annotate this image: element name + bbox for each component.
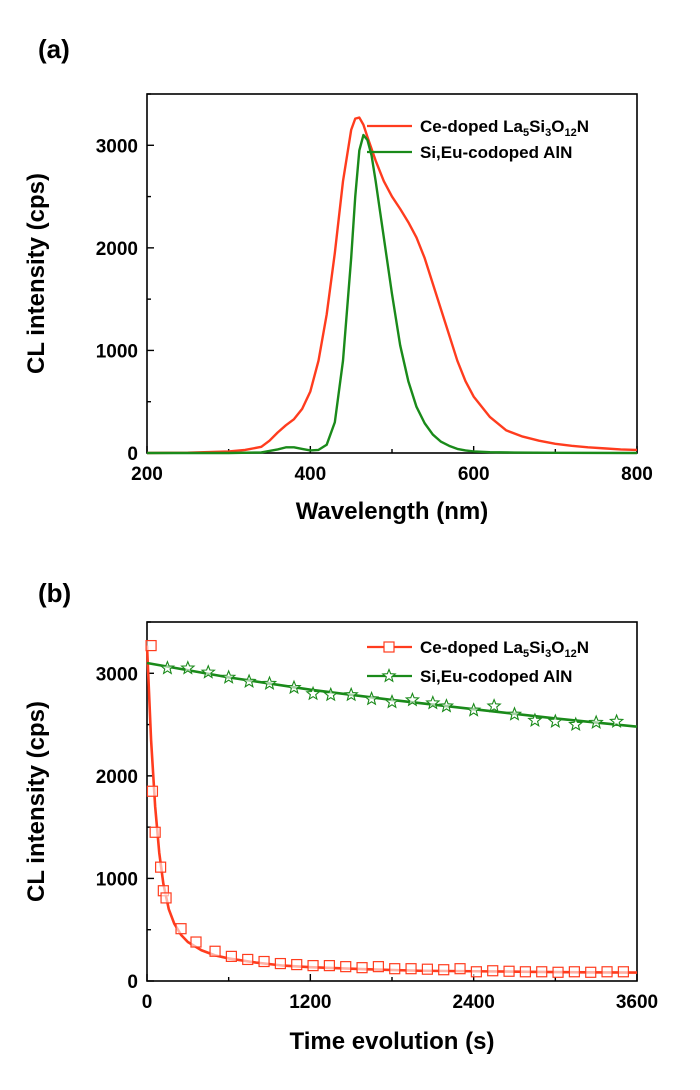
panel-b-point-star xyxy=(608,713,625,728)
panel-a-xlabel: Wavelength (nm) xyxy=(296,498,488,525)
panel-a-ytick-label: 2000 xyxy=(96,239,138,260)
panel-b-point-star xyxy=(323,686,339,702)
panel-b-ylabel: CL intensity (cps) xyxy=(23,701,50,902)
panel-a-ytick-label: 0 xyxy=(127,444,138,465)
panel-b-point-square xyxy=(209,945,221,957)
panel-a-legend: Ce-doped La5Si3O12N Si,Eu-codoped AlN xyxy=(367,117,589,162)
panel-b-point-star xyxy=(343,686,359,702)
panel-b-ytick-label: 0 xyxy=(127,972,138,993)
panel-a-ytick-label: 3000 xyxy=(96,136,138,157)
panel-b-point-star xyxy=(506,706,523,721)
panel-b-point-star xyxy=(568,716,584,732)
panel-b-point-square xyxy=(258,955,270,968)
panel-b-point-square xyxy=(155,861,167,873)
panel-b-point-square xyxy=(536,966,548,978)
panel-b-point-star xyxy=(588,714,604,730)
panel-b-legend-label-aln: Si,Eu-codoped AlN xyxy=(420,667,572,686)
panel-a-label: (a) xyxy=(38,34,70,64)
panel-b-point-square xyxy=(149,826,161,838)
panel-b-ytick-label: 3000 xyxy=(96,664,138,685)
panel-b-point-square xyxy=(454,963,466,975)
panel-b-point-star xyxy=(305,685,321,701)
panel-b-point-star xyxy=(200,664,216,679)
panel-b-legend: Ce-doped La5Si3O12N Si,Eu-codoped AlN xyxy=(367,638,589,686)
panel-b-point-square xyxy=(160,892,172,904)
panel-b-point-square xyxy=(519,966,531,978)
panel-a-ytick-label: 1000 xyxy=(96,341,138,362)
panel-b-point-square xyxy=(356,962,368,974)
panel-b-series xyxy=(145,639,638,978)
panel-a-series-line-0 xyxy=(146,116,638,455)
panel-b-xtick-label: 3600 xyxy=(616,992,658,1013)
panel-b-point-square xyxy=(601,966,613,978)
panel-a-xtick-label: 600 xyxy=(458,464,490,485)
panel-b-point-star xyxy=(425,695,441,710)
panel-b-legend-marker-aln xyxy=(381,667,397,683)
panel-a: (a) 200 400 600 800 0 1000 2000 3000 Wavelength… xyxy=(23,34,653,525)
panel-b-point-square xyxy=(175,923,187,935)
panel-b-ytick-label: 2000 xyxy=(96,767,138,788)
panel-b-point-star xyxy=(384,693,400,709)
panel-b-point-star xyxy=(159,660,176,675)
panel-b-legend-marker-ce xyxy=(383,641,395,653)
panel-b-xtick-label: 1200 xyxy=(289,992,331,1013)
panel-a-series-line-1 xyxy=(147,133,638,455)
panel-b-point-square xyxy=(503,965,515,977)
panel-b-point-square xyxy=(470,966,482,978)
panel-b-xtick-label: 0 xyxy=(142,992,153,1013)
panel-b-point-square xyxy=(307,960,319,972)
panel-b-point-square xyxy=(617,966,629,978)
panel-b-point-square xyxy=(190,936,202,948)
panel-b-point-star xyxy=(180,660,196,675)
panel-b: (b) 0 1200 2400 3600 0 1000 2000 3000 Time evol… xyxy=(23,578,658,1055)
panel-a-xtick-label: 400 xyxy=(294,464,326,485)
panel-b-point-square xyxy=(568,966,580,978)
panel-b-point-star xyxy=(438,698,455,713)
panel-b-point-square xyxy=(372,961,384,973)
panel-b-label: (b) xyxy=(38,578,71,608)
panel-b-xlabel: Time evolution (s) xyxy=(290,1028,495,1055)
panel-b-point-star xyxy=(221,669,237,684)
panel-a-ylabel: CL intensity (cps) xyxy=(23,173,50,374)
panel-b-point-square xyxy=(146,785,159,797)
panel-b-point-square xyxy=(225,950,237,962)
panel-b-point-square xyxy=(487,965,499,977)
panel-b-point-star xyxy=(527,712,543,727)
panel-a-xtick-label: 200 xyxy=(131,464,163,485)
panel-b-xtick-label: 2400 xyxy=(453,992,495,1013)
panel-b-point-star xyxy=(404,691,421,707)
panel-b-point-square xyxy=(421,963,433,975)
panel-a-legend-label-ce: Ce-doped La5Si3O12N xyxy=(420,117,589,139)
panel-a-legend-label-aln: Si,Eu-codoped AlN xyxy=(420,143,572,162)
panel-b-point-square xyxy=(438,964,450,976)
panel-b-point-square xyxy=(323,960,335,972)
panel-b-point-star xyxy=(466,702,482,717)
panel-b-point-square xyxy=(552,966,564,978)
panel-b-point-star xyxy=(261,675,278,691)
panel-b-legend-label-ce: Ce-doped La5Si3O12N xyxy=(420,638,589,660)
panel-b-ticks: 0 1200 2400 3600 0 1000 2000 3000 xyxy=(96,621,658,1013)
panel-a-xtick-label: 800 xyxy=(621,464,653,485)
panel-b-point-square xyxy=(145,639,157,652)
panel-b-point-square xyxy=(340,961,352,973)
panel-b-point-star xyxy=(286,679,302,695)
panel-b-point-star xyxy=(241,673,257,688)
panel-b-ytick-label: 1000 xyxy=(96,869,138,890)
panel-b-point-square xyxy=(291,958,303,971)
panel-b-point-square xyxy=(585,966,597,978)
panel-b-point-square xyxy=(274,957,286,970)
panel-b-point-square xyxy=(242,953,254,966)
panel-b-point-square xyxy=(405,963,417,975)
panel-b-point-star xyxy=(486,698,502,713)
panel-b-point-star xyxy=(547,713,563,728)
panel-b-point-star xyxy=(363,690,380,706)
panel-b-point-square xyxy=(389,963,401,975)
panel-a-series xyxy=(146,116,638,455)
